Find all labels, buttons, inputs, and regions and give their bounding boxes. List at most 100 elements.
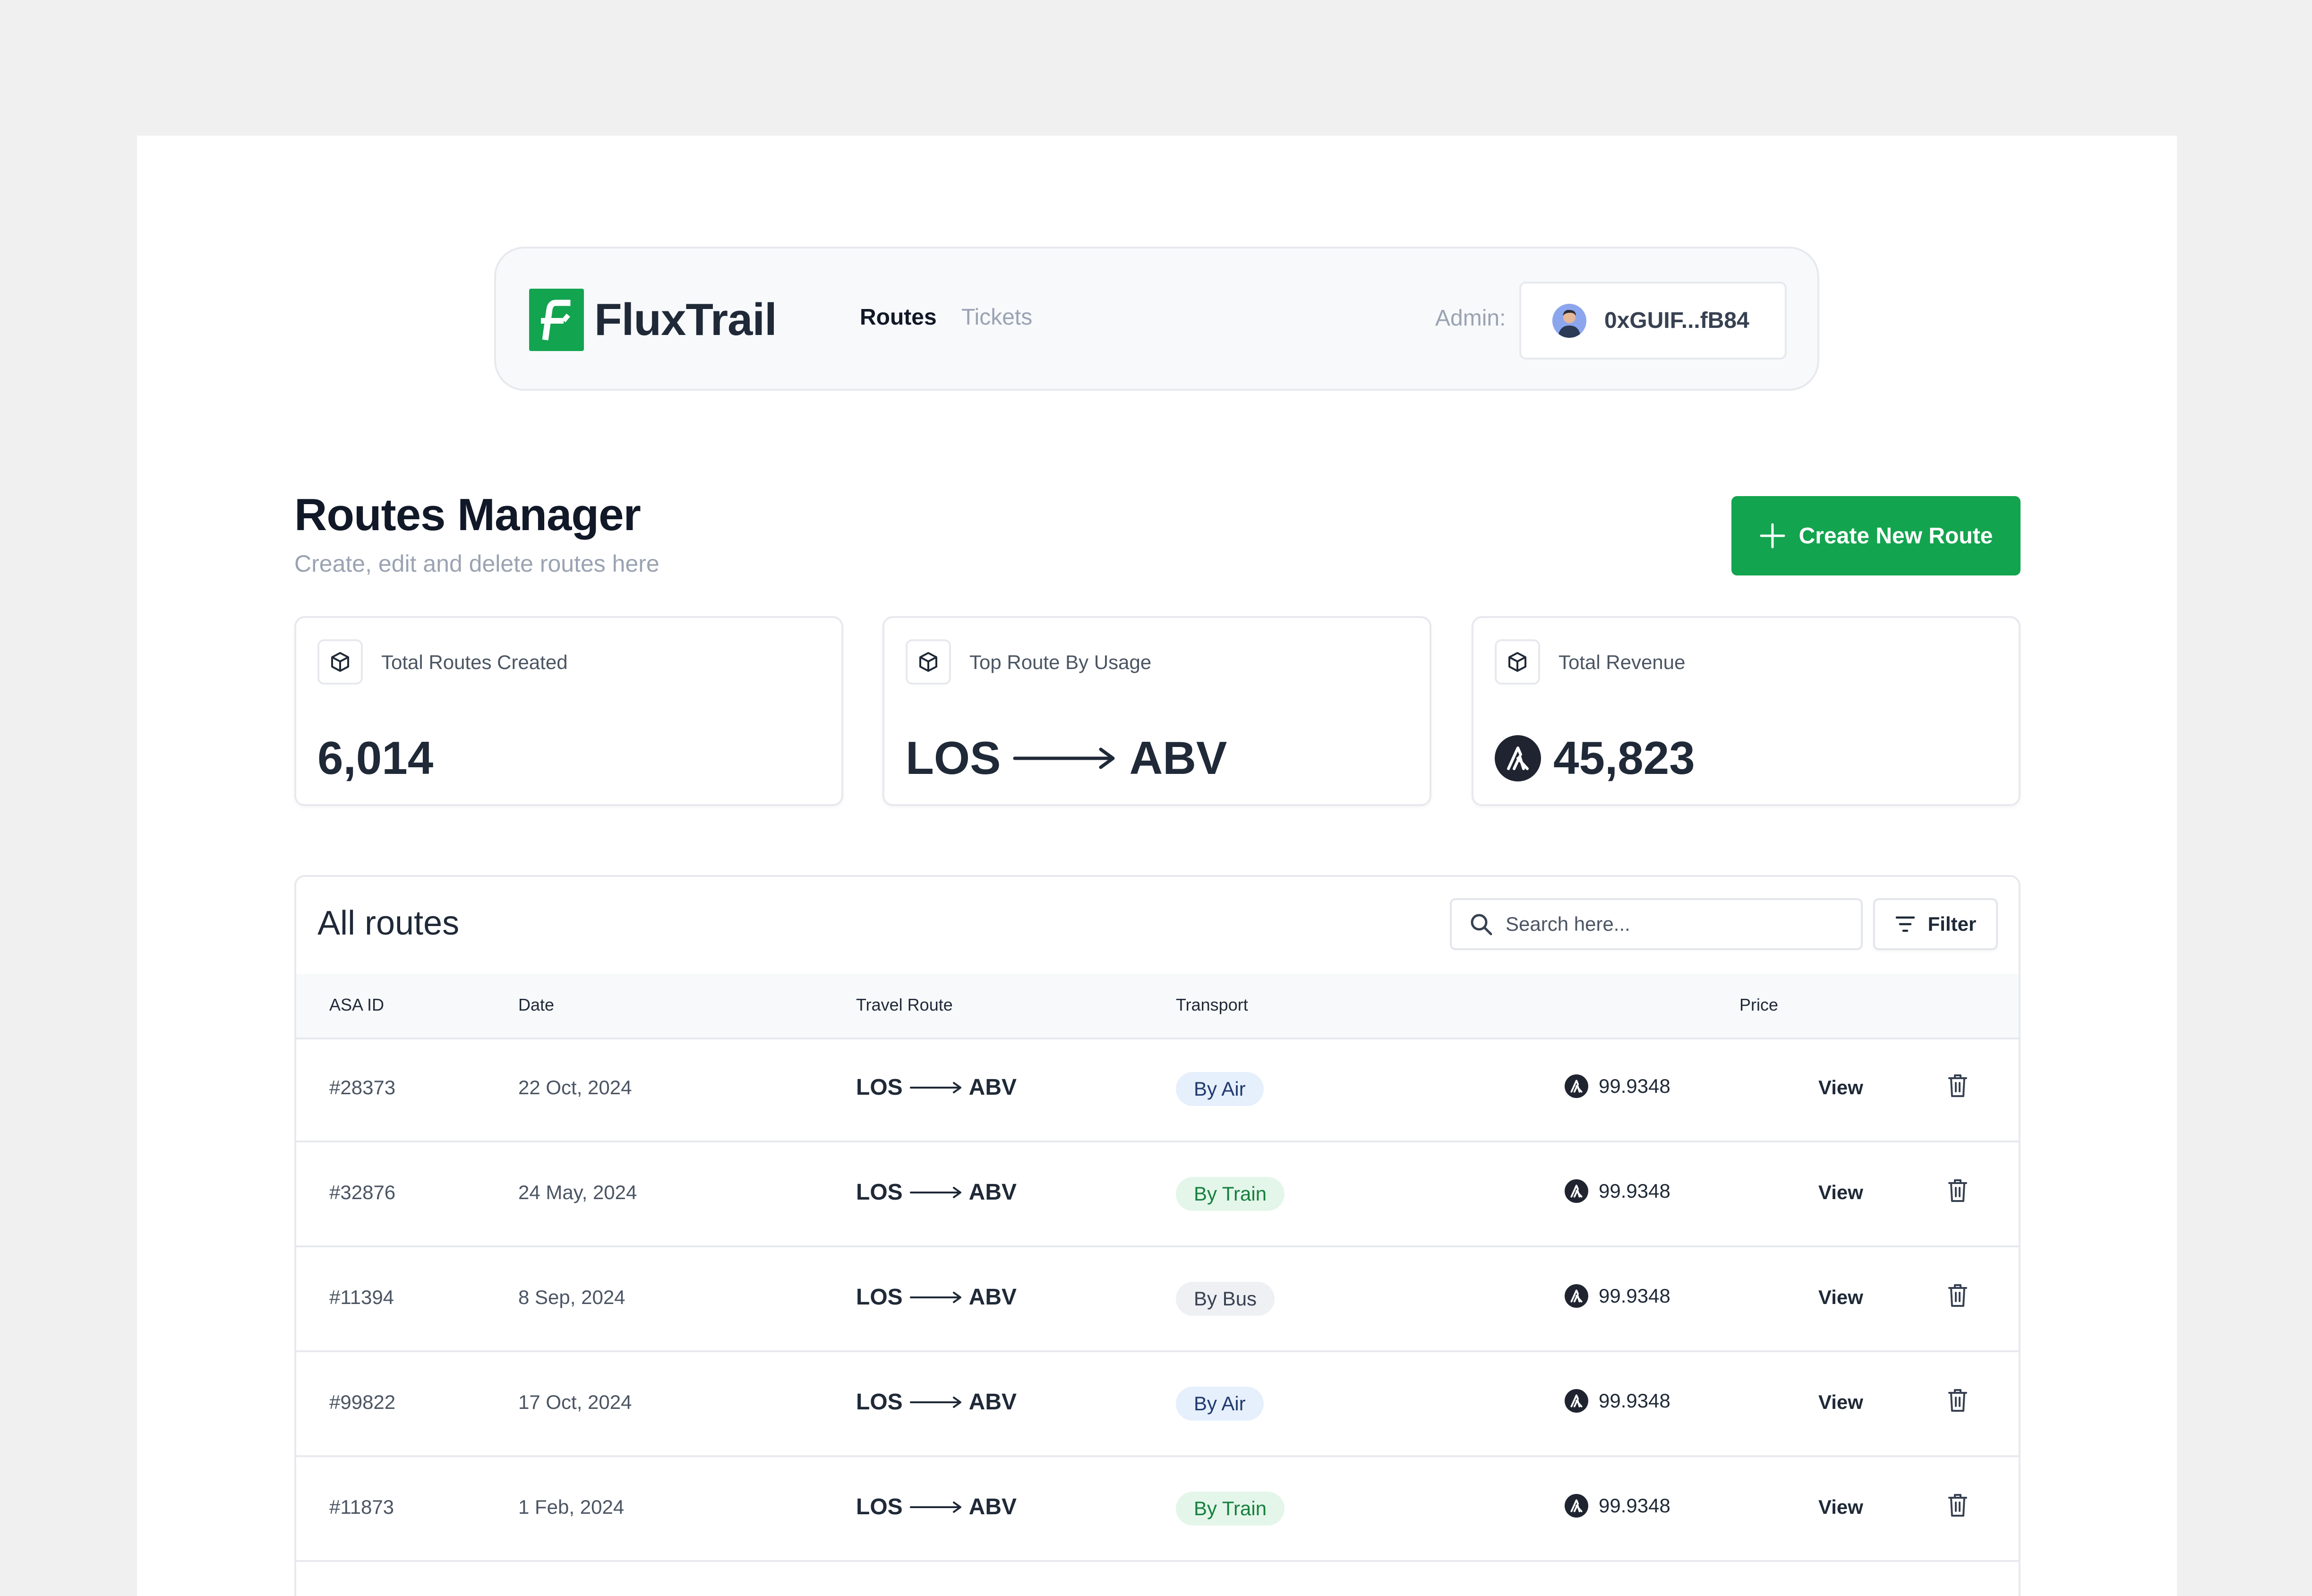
route-to: ABV [968, 1285, 1017, 1310]
col-transport: Transport [1176, 995, 1248, 1014]
create-route-button[interactable]: Create New Route [1731, 496, 2021, 575]
arrow-right-icon [909, 1081, 961, 1093]
arrow-right-icon [909, 1501, 961, 1513]
route-from: LOS [856, 1075, 903, 1100]
row-date: 24 May, 2024 [518, 1181, 637, 1203]
search-icon [1471, 914, 1492, 935]
trash-icon [1948, 1284, 1967, 1307]
price-amount: 99.9348 [1599, 1180, 1670, 1202]
row-asa-id: #32876 [329, 1181, 396, 1203]
col-date: Date [518, 995, 555, 1014]
route-to: ABV [968, 1075, 1017, 1100]
row-travel-route: LOS ABV [856, 1284, 1017, 1310]
transport-badge: By Train [1176, 1177, 1285, 1211]
table-header: ASA ID Date Travel Route Transport Price [296, 974, 2019, 1039]
nav-tickets[interactable]: Tickets [961, 305, 1033, 330]
row-date: 1 Feb, 2024 [518, 1496, 625, 1518]
delete-button[interactable] [1947, 1073, 1968, 1103]
algo-coin-icon [1495, 735, 1541, 781]
row-date: 17 Oct, 2024 [518, 1391, 632, 1413]
cube-icon [906, 639, 951, 685]
algo-coin-icon [1565, 1494, 1588, 1518]
trash-icon [1948, 1494, 1967, 1517]
row-travel-route: LOS ABV [856, 1074, 1017, 1100]
row-travel-route: LOS ABV [856, 1389, 1017, 1415]
page-title: Routes Manager [294, 489, 641, 540]
stat-revenue-value: 45,823 [1495, 731, 1695, 785]
delete-button[interactable] [1947, 1283, 1968, 1313]
wallet-address: 0xGUIF...fB84 [1604, 308, 1749, 333]
filter-button[interactable]: Filter [1873, 898, 1998, 950]
col-travel-route: Travel Route [856, 995, 953, 1014]
col-price: Price [1739, 995, 1779, 1014]
col-asa-id: ASA ID [329, 995, 385, 1014]
transport-badge: By Air [1176, 1072, 1264, 1106]
row-price: 99.9348 [1565, 1494, 1670, 1518]
plus-icon [1760, 523, 1785, 549]
stat-value: 6,014 [317, 732, 434, 784]
stat-card-top-route: Top Route By Usage LOS ABV [882, 616, 1431, 806]
row-date: 22 Oct, 2024 [518, 1076, 632, 1098]
trash-icon [1948, 1074, 1967, 1097]
delete-button[interactable] [1947, 1493, 1968, 1522]
row-travel-route: LOS ABV [856, 1494, 1017, 1520]
transport-badge: By Train [1176, 1492, 1285, 1526]
brand-logo[interactable]: FluxTrail [529, 289, 777, 351]
view-button[interactable]: View [1818, 1496, 1863, 1518]
algo-coin-icon [1565, 1074, 1588, 1098]
revenue-amount: 45,823 [1553, 732, 1695, 784]
delete-button[interactable] [1947, 1388, 1968, 1417]
arrow-right-icon [1013, 747, 1115, 769]
search-input[interactable] [1505, 912, 1837, 936]
route-to: ABV [968, 1390, 1017, 1415]
table-row: #99822 17 Oct, 2024 LOS ABV By Air 99.93… [296, 1352, 2019, 1457]
route-to: ABV [968, 1494, 1017, 1519]
row-price: 99.9348 [1565, 1284, 1670, 1308]
route-from: LOS [856, 1180, 903, 1205]
nav-routes[interactable]: Routes [860, 305, 937, 330]
stat-card-total-revenue: Total Revenue 45,823 [1472, 616, 2021, 806]
route-to: ABV [968, 1180, 1017, 1205]
row-asa-id: #99822 [329, 1391, 396, 1413]
route-from: LOS [856, 1494, 903, 1519]
stat-label: Top Route By Usage [969, 651, 1152, 673]
transport-badge: By Air [1176, 1387, 1264, 1421]
routes-table-card: All routes Filter ASA ID Date Travel Rou… [294, 875, 2021, 1596]
price-amount: 99.9348 [1599, 1390, 1670, 1412]
row-price: 99.9348 [1565, 1179, 1670, 1203]
view-button[interactable]: View [1818, 1076, 1863, 1098]
page-subtitle: Create, edit and delete routes here [294, 550, 659, 577]
delete-button[interactable] [1947, 1178, 1968, 1208]
stat-label: Total Revenue [1558, 651, 1686, 673]
trash-icon [1948, 1389, 1967, 1412]
algo-coin-icon [1565, 1179, 1588, 1203]
stat-route-value: LOS ABV [906, 731, 1227, 785]
wallet-button[interactable]: 0xGUIF...fB84 [1519, 282, 1787, 360]
filter-icon [1895, 916, 1915, 932]
algo-coin-icon [1565, 1284, 1588, 1308]
table-row: #11873 1 Feb, 2024 LOS ABV By Train 99.9… [296, 1457, 2019, 1562]
transport-badge: By Bus [1176, 1282, 1275, 1316]
avatar [1552, 303, 1586, 338]
row-price: 99.9348 [1565, 1389, 1670, 1413]
trash-icon [1948, 1179, 1967, 1202]
table-row: #32876 24 May, 2024 LOS ABV By Train 99.… [296, 1142, 2019, 1247]
row-asa-id: #28373 [329, 1076, 396, 1098]
view-button[interactable]: View [1818, 1286, 1863, 1308]
row-asa-id: #11873 [329, 1496, 394, 1518]
arrow-right-icon [909, 1186, 961, 1198]
table-title: All routes [317, 904, 460, 942]
view-button[interactable]: View [1818, 1181, 1863, 1203]
view-button[interactable]: View [1818, 1391, 1863, 1413]
price-amount: 99.9348 [1599, 1285, 1670, 1307]
brand-name: FluxTrail [594, 294, 777, 345]
filter-label: Filter [1927, 913, 1977, 935]
search-box[interactable] [1450, 898, 1863, 950]
app-frame: FluxTrail Routes Tickets Admin: 0xGUIF..… [137, 136, 2177, 1596]
route-from: LOS [856, 1285, 903, 1310]
stat-card-total-routes: Total Routes Created 6,014 [294, 616, 843, 806]
arrow-right-icon [909, 1396, 961, 1408]
row-date: 8 Sep, 2024 [518, 1286, 625, 1308]
route-to: ABV [1129, 732, 1227, 784]
row-asa-id: #11394 [329, 1286, 394, 1308]
